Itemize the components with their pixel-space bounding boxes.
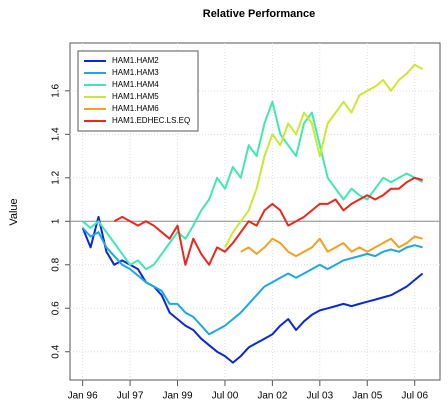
legend-label: HAM1.EDHEC.LS.EQ (112, 116, 190, 125)
y-tick-label: 0.6 (51, 301, 62, 315)
x-tick-label: Jan 99 (163, 391, 193, 402)
x-tick-label: Jan 96 (68, 391, 98, 402)
y-tick-label: 0.4 (51, 344, 62, 358)
legend-label: HAM1.HAM6 (112, 104, 159, 113)
series-line (81, 100, 424, 271)
series-line (224, 63, 424, 248)
y-tick-label: 1 (51, 218, 62, 224)
legend-box (77, 50, 199, 132)
plot-frame (69, 42, 441, 381)
series-line (113, 176, 423, 266)
x-tick-label: Jan 02 (257, 391, 287, 402)
x-tick-label: Jul 97 (117, 391, 144, 402)
x-tick-label: Jul 06 (401, 391, 428, 402)
x-tick-label: Jan 05 (352, 391, 382, 402)
series-line (81, 227, 423, 336)
series-line (240, 235, 423, 258)
chart-title: Relative Performance (203, 8, 316, 20)
y-axis-label: Value (8, 198, 20, 225)
y-tick-label: 1.4 (51, 127, 62, 141)
x-tick-label: Jul 03 (306, 391, 333, 402)
x-tick-label: Jul 00 (212, 391, 239, 402)
legend-label: HAM1.HAM4 (112, 80, 159, 89)
y-tick-label: 0.8 (51, 257, 62, 271)
series-line (81, 215, 424, 364)
legend: HAM1.HAM2 HAM1.HAM3 HAM1.HAM4 HAM1.HAM5 HAM1… (77, 50, 199, 132)
legend-label: HAM1.HAM5 (112, 92, 159, 101)
legend-label: HAM1.HAM3 (112, 68, 159, 77)
y-tick-label: 1.6 (51, 83, 62, 97)
y-tick-label: 1.2 (51, 170, 62, 184)
legend-label: HAM1.HAM2 (112, 56, 159, 65)
